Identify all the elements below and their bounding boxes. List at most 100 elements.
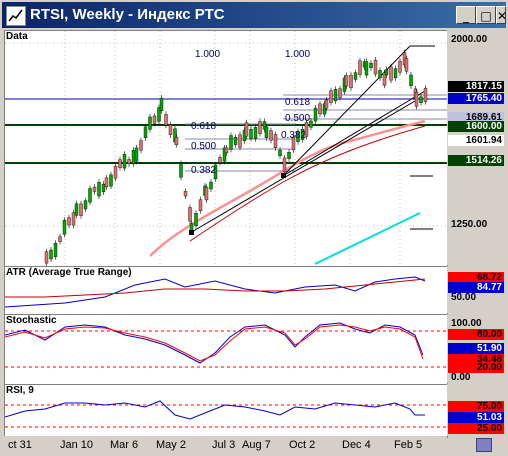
candlestick [249, 129, 253, 139]
fib-label: 0.500 [285, 113, 310, 124]
stoch-tick: 100.00 [451, 318, 482, 329]
candlestick [333, 89, 338, 102]
fib-label: 1.000 [195, 49, 220, 60]
candlestick [222, 147, 227, 162]
candlestick [318, 103, 322, 115]
candlestick [244, 122, 249, 137]
candlestick [134, 147, 139, 162]
candlestick [74, 203, 79, 216]
candlestick [304, 122, 309, 137]
candlestick [373, 59, 378, 75]
candlestick [204, 187, 209, 201]
fib-label: 0.382 [191, 165, 216, 176]
panel-title: ATR (Average True Range) [6, 267, 132, 278]
fib-label: 1.000 [285, 49, 310, 60]
price-badge: 1601.94 [448, 135, 504, 146]
candlestick [287, 152, 291, 159]
panel-title: Stochastic [6, 315, 57, 326]
candlestick [349, 74, 353, 89]
price-badge: 1514.26 [448, 155, 504, 166]
candlestick [157, 107, 161, 122]
candlestick [382, 72, 387, 86]
minimize-button[interactable]: _ [456, 6, 476, 24]
candlestick [322, 103, 327, 115]
price-panel[interactable]: Data [4, 30, 448, 267]
stoch-badge: 20.00 [448, 362, 504, 373]
fib-label: 0.618 [191, 121, 216, 132]
candlestick [71, 212, 76, 226]
candlestick [213, 164, 218, 180]
candlestick [309, 120, 313, 128]
time-axis: ct 31 Jan 10 Mar 6 May 2 Jul 3 Aug 7 Oct 2 Dec … [4, 436, 447, 454]
stoch-tick: 0.00 [451, 372, 471, 383]
time-axis-label: Feb 5 [394, 439, 423, 451]
candlestick [273, 134, 278, 148]
candlestick [143, 126, 148, 138]
candlestick [324, 99, 329, 109]
trendline-2 [282, 45, 411, 177]
panel-title: RSI, 9 [6, 385, 34, 396]
candlestick [179, 163, 183, 178]
candlestick [282, 157, 287, 173]
time-axis-label: Dec 4 [342, 439, 371, 451]
candlestick [419, 96, 423, 103]
time-axis-label: May 2 [156, 439, 186, 451]
price-tick: 1250.00 [451, 219, 488, 230]
rsi-panel[interactable]: RSI, 9 [4, 384, 448, 438]
candlestick [127, 159, 131, 164]
candlestick [53, 243, 58, 257]
candlestick [364, 61, 369, 76]
close-button[interactable]: ✕ [496, 6, 507, 24]
atr-axis: 68.72 84.77 50.00 [447, 266, 505, 313]
candlestick [338, 88, 342, 98]
rsi-badge: 51.03 [448, 412, 504, 423]
panel-title: Data [6, 31, 28, 42]
candlestick [398, 60, 402, 73]
price-badge: 1765.40 [448, 93, 504, 104]
price-axis: 2000.00 1250.00 1817.15 1765.40 1689.61 … [447, 30, 505, 265]
atr-badge: 84.77 [448, 282, 504, 293]
candlestick [198, 199, 203, 211]
atr-panel[interactable]: ATR (Average True Range) [4, 266, 448, 315]
candlestick [79, 203, 83, 216]
candlestick [389, 66, 393, 81]
stoch-badge: 51.90 [448, 343, 504, 354]
candlestick [183, 191, 188, 197]
candlestick [113, 165, 118, 179]
settings-icon[interactable] [476, 438, 492, 452]
candlestick [139, 140, 143, 151]
candlestick [296, 131, 300, 142]
maximize-button[interactable]: □ [476, 6, 496, 24]
price-badge: 1689.61 [448, 112, 504, 123]
stoch-badge: 34.48 [448, 354, 504, 365]
candlestick [62, 220, 67, 235]
trendline-3 [282, 90, 426, 177]
candlestick [44, 251, 49, 264]
rsi-badge: 25.00 [448, 423, 504, 434]
title-bar[interactable]: RTSI, Weekly - Индекс РТС _ □ ✕ [2, 2, 507, 28]
rsi-axis: 75.00 51.03 25.00 [447, 384, 505, 436]
stochastic-panel[interactable]: Stochastic [4, 314, 448, 385]
time-axis-label: ct 31 [8, 439, 32, 451]
time-axis-label: Aug 7 [242, 439, 271, 451]
candlestick [152, 115, 157, 124]
candlestick [164, 114, 168, 126]
candlestick [189, 223, 194, 232]
candlestick [194, 213, 198, 226]
candlestick [353, 72, 358, 80]
chart-icon [6, 6, 26, 26]
window-title: RTSI, Weekly - Индекс РТС [30, 6, 225, 23]
stochastic-chart [5, 322, 447, 368]
fib-label: 0.618 [285, 97, 310, 108]
cyan-trendline [314, 212, 421, 265]
candlestick [168, 124, 173, 136]
candlestick [92, 186, 97, 192]
rsi-badge: 75.00 [448, 401, 504, 412]
candlestick [258, 121, 262, 134]
price-chart: 1.000 1.000 0.618 0.500 0.618 0.500 0.382 0.382 [5, 31, 447, 266]
candlestick [224, 147, 229, 154]
price-badge: 1600.00 [448, 121, 504, 132]
candlestick [262, 121, 267, 130]
candlestick [384, 69, 389, 76]
candlestick [329, 90, 333, 103]
